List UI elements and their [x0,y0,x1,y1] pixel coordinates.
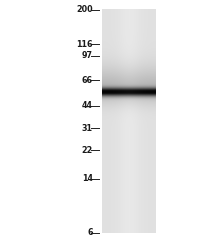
Text: 6: 6 [87,228,93,237]
Text: 200: 200 [76,5,93,14]
Text: 116: 116 [76,40,93,49]
Text: 44: 44 [82,102,93,110]
Text: 22: 22 [82,146,93,155]
Text: 14: 14 [82,174,93,183]
Text: 97: 97 [82,51,93,60]
Text: 66: 66 [82,76,93,85]
Text: 31: 31 [82,124,93,133]
